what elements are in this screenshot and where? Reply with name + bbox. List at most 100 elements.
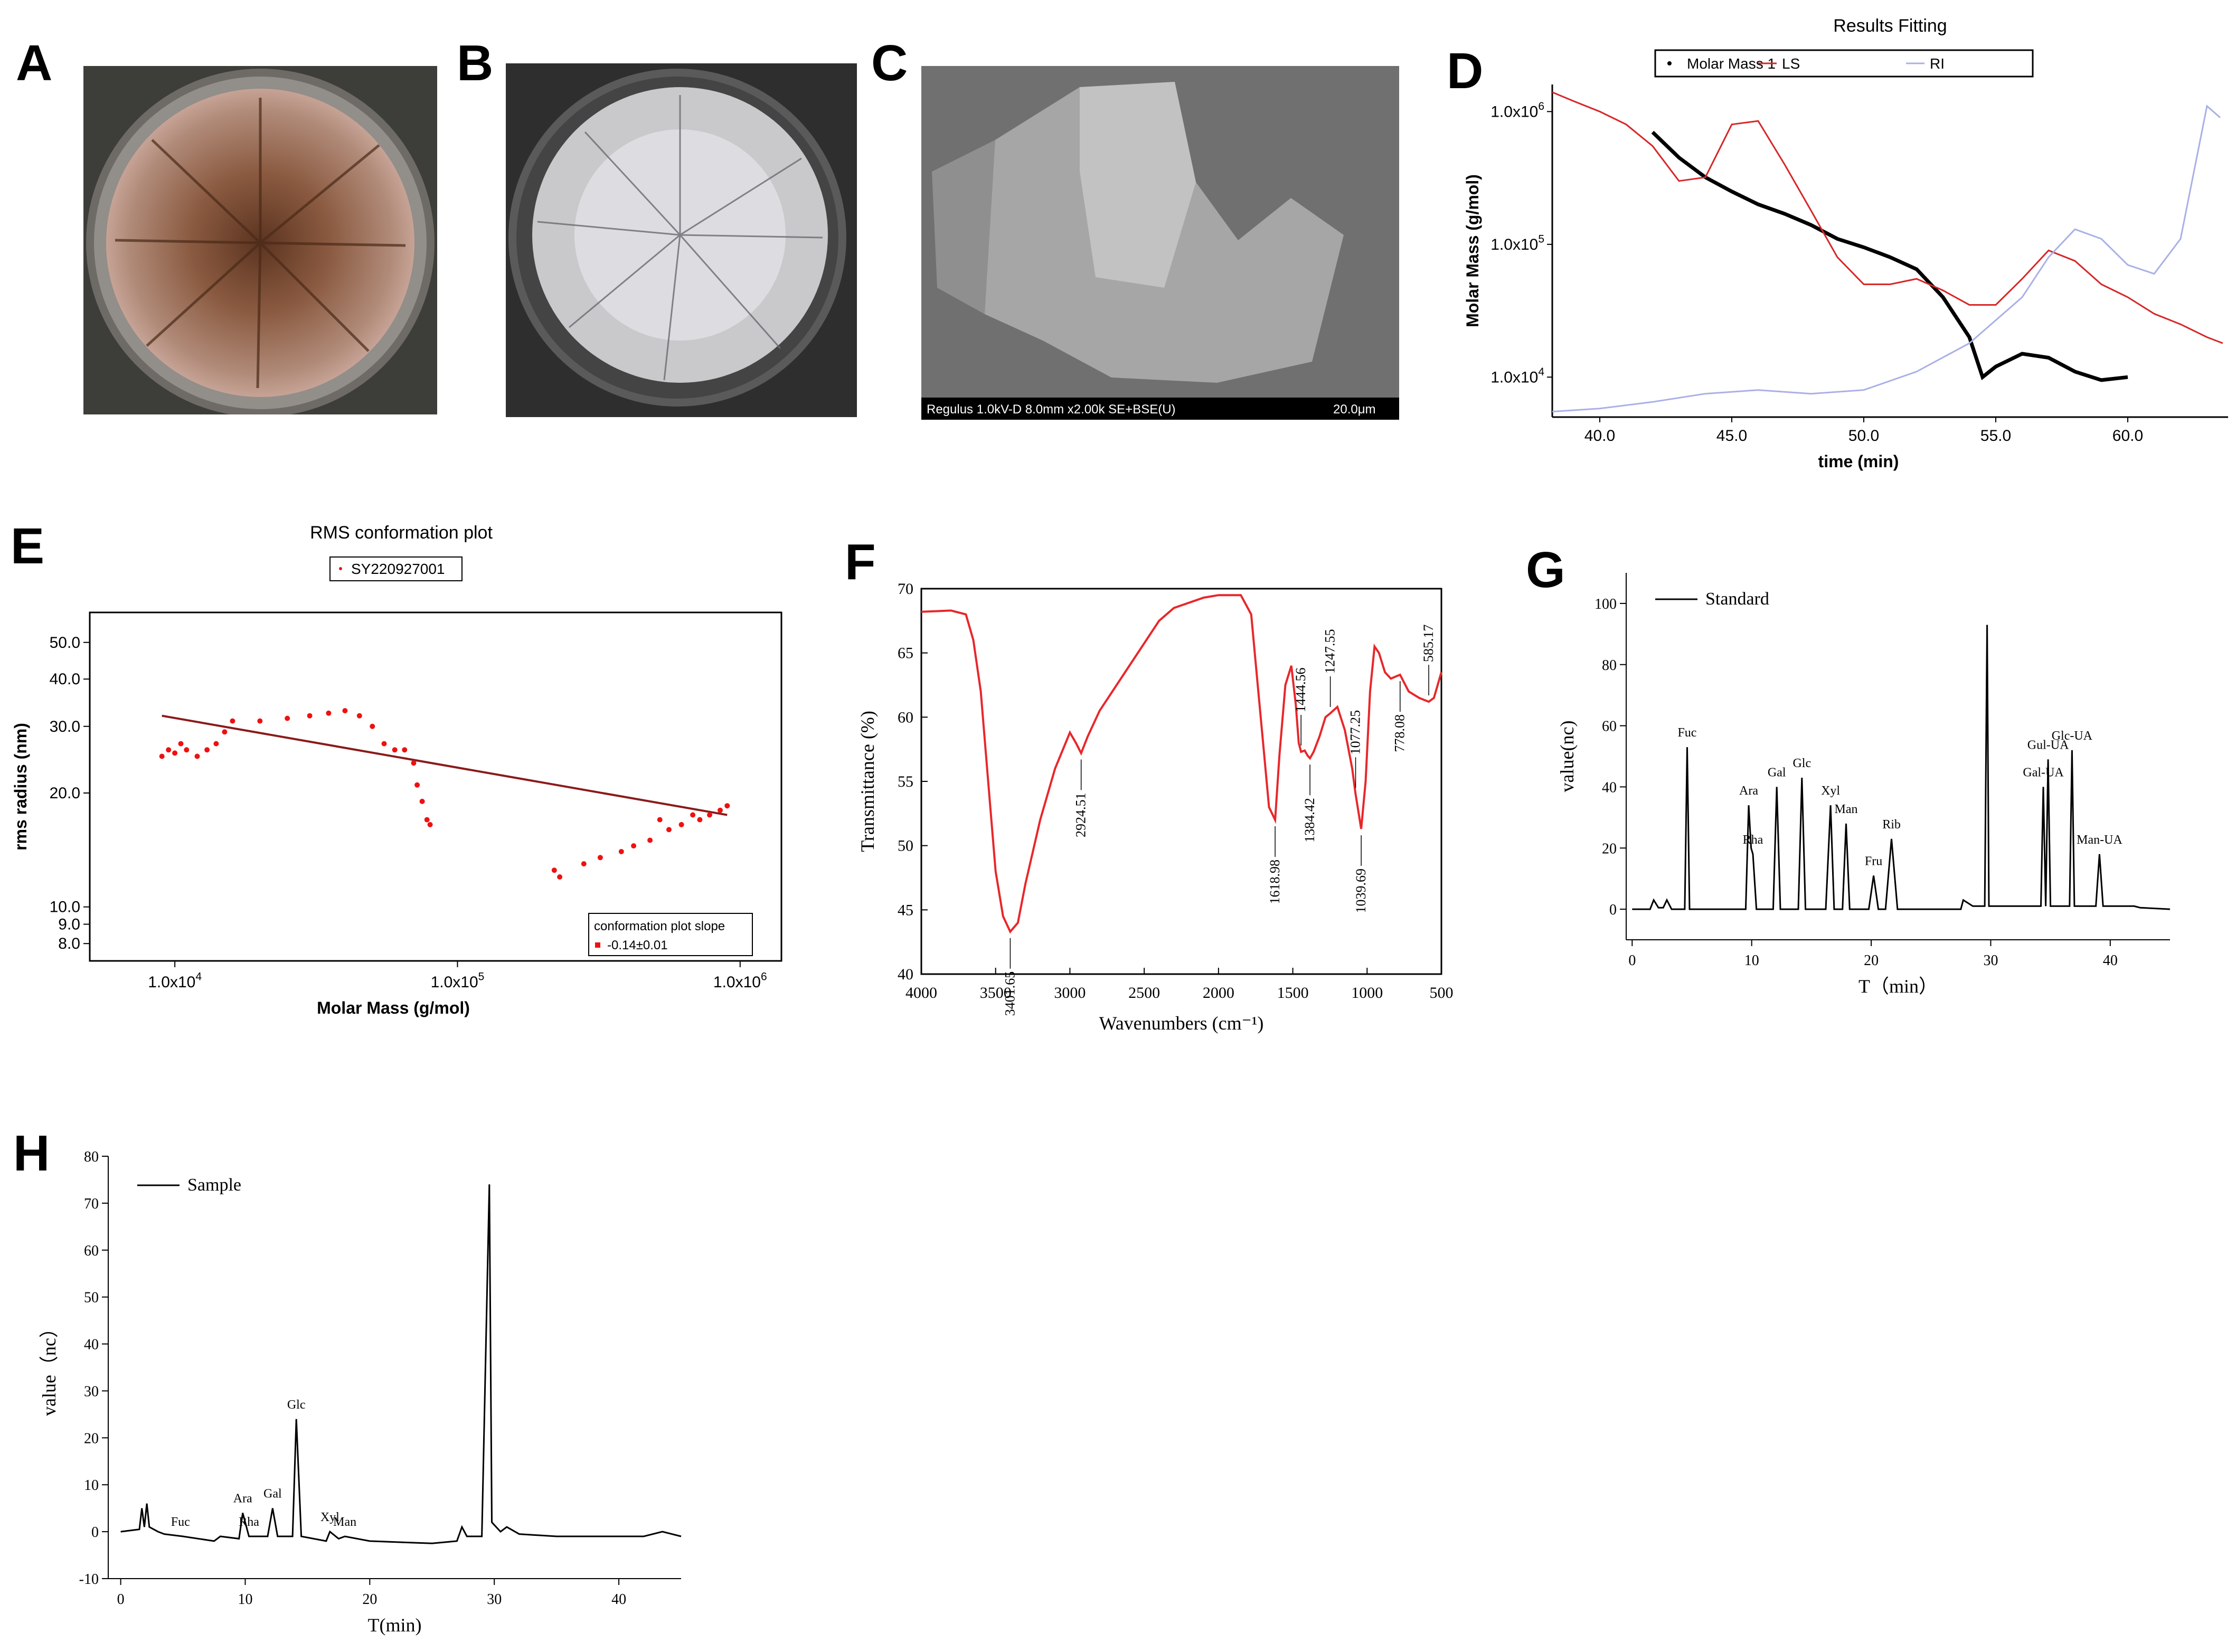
data-point-27 xyxy=(581,861,587,867)
data-point-11 xyxy=(285,715,290,721)
data-point-30 xyxy=(631,843,637,849)
peak-label-1: Ara xyxy=(1739,784,1758,798)
legend-marker-0 xyxy=(339,567,342,570)
legend-label-1: LS xyxy=(1782,55,1800,72)
data-point-2 xyxy=(172,750,178,756)
peak-label-3: 1444.56 xyxy=(1293,668,1308,713)
panel-label-a: A xyxy=(16,35,53,91)
plot-frame xyxy=(920,588,1442,975)
data-point-32 xyxy=(657,817,663,823)
y-tick-label-0: -10 xyxy=(79,1571,99,1588)
y-tick-label-7: 60 xyxy=(84,1243,99,1259)
x-tick-label-4: 2000 xyxy=(1203,984,1234,1002)
ftir-spectrum-line xyxy=(921,594,1442,934)
peak-label-8: Rib xyxy=(1882,818,1901,832)
x-tick-label-3: 2500 xyxy=(1128,984,1160,1002)
sem-image: Regulus 1.0kV-D 8.0mm x2.00k SE+BSE(U) 2… xyxy=(921,66,1399,420)
photo-b-image xyxy=(506,63,857,417)
peak-label-0: Fuc xyxy=(1677,726,1696,740)
y-tick-label-5: 40 xyxy=(84,1337,99,1353)
data-point-12 xyxy=(307,713,313,719)
photo-b-petri-dish xyxy=(506,63,857,417)
y-tick-label-3: 20 xyxy=(84,1430,99,1447)
x-tick-label-4: 60.0 xyxy=(2112,427,2143,445)
y-tick-label-3: 60 xyxy=(1602,719,1617,735)
peak-label-4: Glc xyxy=(287,1398,306,1412)
x-axis-label: Molar Mass (g/mol) xyxy=(317,998,470,1017)
y-tick-label-0: 0 xyxy=(1609,902,1617,918)
x-tick-label-1: 1.0x105 xyxy=(431,971,485,992)
x-tick-label-2: 20 xyxy=(1864,952,1879,969)
data-point-29 xyxy=(618,849,624,854)
chart-title: Results Fitting xyxy=(1833,16,1947,36)
data-point-37 xyxy=(707,812,712,818)
legend-box xyxy=(1654,49,2034,78)
x-tick-label-1: 45.0 xyxy=(1716,427,1747,445)
legend-label-0: SY220927001 xyxy=(351,561,445,577)
panel-label-b: B xyxy=(457,35,494,91)
y-tick-label-1: 9.0 xyxy=(58,916,80,933)
chart-e-rms-conformation: RMS conformation plot SY220927001 8.0 9.010… xyxy=(11,523,782,1017)
y-tick-label-5: 65 xyxy=(898,645,913,662)
x-tick-label-0: 0 xyxy=(1628,952,1636,969)
y-tick-label-1: 1.0x105 xyxy=(1490,233,1544,253)
data-point-33 xyxy=(666,827,672,833)
y-tick-label-4: 30.0 xyxy=(50,718,80,735)
photo-a-petri-dish xyxy=(83,66,437,414)
x-tick-label-1: 10 xyxy=(238,1591,252,1608)
data-point-38 xyxy=(718,807,723,813)
y-tick-label-1: 20 xyxy=(1602,841,1617,857)
x-tick-label-2: 1.0x106 xyxy=(713,971,767,992)
data-point-20 xyxy=(411,760,417,766)
data-point-22 xyxy=(419,798,425,804)
panel-label-g: G xyxy=(1526,542,1565,598)
photo-a-image xyxy=(83,66,437,414)
y-axis-label: Transmittance (%) xyxy=(857,711,878,852)
series-line-molar-mass-1 xyxy=(1651,130,2128,382)
y-tick-label-8: 70 xyxy=(84,1196,99,1212)
peak-label-10: Gul-UA xyxy=(2027,738,2069,752)
y-tick-label-0: 8.0 xyxy=(58,935,80,952)
x-tick-label-7: 500 xyxy=(1430,984,1454,1002)
panel-label-c: C xyxy=(871,35,908,91)
series-line-ls xyxy=(1552,91,2223,344)
x-tick-label-3: 30 xyxy=(1983,952,1998,969)
data-point-13 xyxy=(326,710,332,716)
x-tick-label-2: 3000 xyxy=(1054,984,1086,1002)
panel-label-h: H xyxy=(13,1125,50,1182)
y-tick-label-2: 10 xyxy=(84,1477,99,1494)
panel-label-d: D xyxy=(1447,43,1484,99)
peak-label-2: Rha xyxy=(239,1515,259,1529)
fit-line xyxy=(162,714,728,816)
peak-label-0: Fuc xyxy=(171,1515,190,1529)
y-axis-label: Molar Mass (g/mol) xyxy=(1463,174,1482,327)
data-point-9 xyxy=(230,718,235,724)
y-tick-label-4: 80 xyxy=(1602,657,1617,674)
y-tick-label-6: 50.0 xyxy=(50,634,80,652)
x-tick-label-0: 1.0x104 xyxy=(148,971,202,992)
y-tick-label-2: 1.0x106 xyxy=(1490,100,1544,121)
legend-box xyxy=(329,556,463,581)
data-point-10 xyxy=(257,718,263,724)
peak-label-5: 1247.55 xyxy=(1323,629,1338,674)
x-axis-label: Wavenumbers (cm⁻¹) xyxy=(1099,1013,1264,1034)
data-point-6 xyxy=(204,747,210,753)
slope-box xyxy=(588,913,753,956)
data-point-24 xyxy=(427,822,433,827)
data-point-17 xyxy=(381,741,387,747)
peak-label-2: Rha xyxy=(1743,833,1763,847)
peak-label-1: Ara xyxy=(233,1492,252,1506)
peak-label-5: Xyl xyxy=(320,1511,339,1524)
peak-label-6: 1077.25 xyxy=(1348,710,1363,755)
y-tick-label-1: 0 xyxy=(91,1524,99,1541)
data-point-21 xyxy=(414,782,420,788)
x-tick-label-0: 0 xyxy=(117,1591,125,1608)
y-tick-label-9: 80 xyxy=(84,1149,99,1165)
data-point-25 xyxy=(551,867,557,873)
y-axis-label: value(nc) xyxy=(1556,721,1578,792)
peak-label-5: Xyl xyxy=(1821,784,1840,798)
series-line-ri xyxy=(1552,105,2221,413)
data-point-34 xyxy=(678,822,684,827)
data-point-19 xyxy=(402,747,408,753)
y-tick-label-2: 10.0 xyxy=(50,899,80,916)
